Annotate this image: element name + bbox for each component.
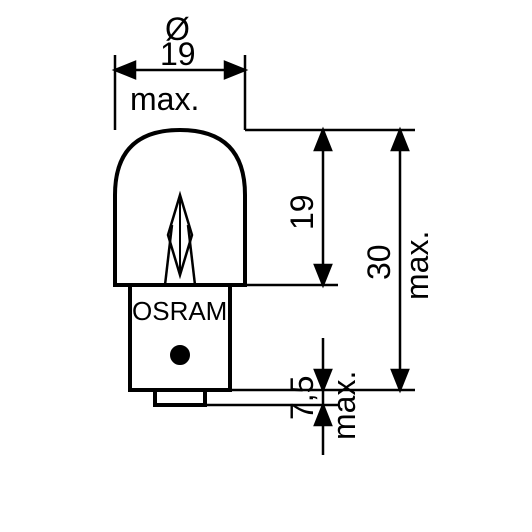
bulb-body: [115, 130, 245, 405]
height-filament: 19: [284, 194, 320, 230]
height-total: 30: [361, 244, 397, 280]
width-value: 19: [160, 36, 196, 72]
height-base-note: max.: [326, 371, 362, 440]
bulb-diagram: Ø 19 max. OSRAM 30 max. 19 7,5 max.: [0, 0, 532, 532]
height-total-note: max.: [399, 231, 435, 300]
height-base: 7,5: [284, 376, 320, 420]
brand-label: OSRAM: [132, 296, 227, 326]
width-note: max.: [130, 81, 199, 117]
